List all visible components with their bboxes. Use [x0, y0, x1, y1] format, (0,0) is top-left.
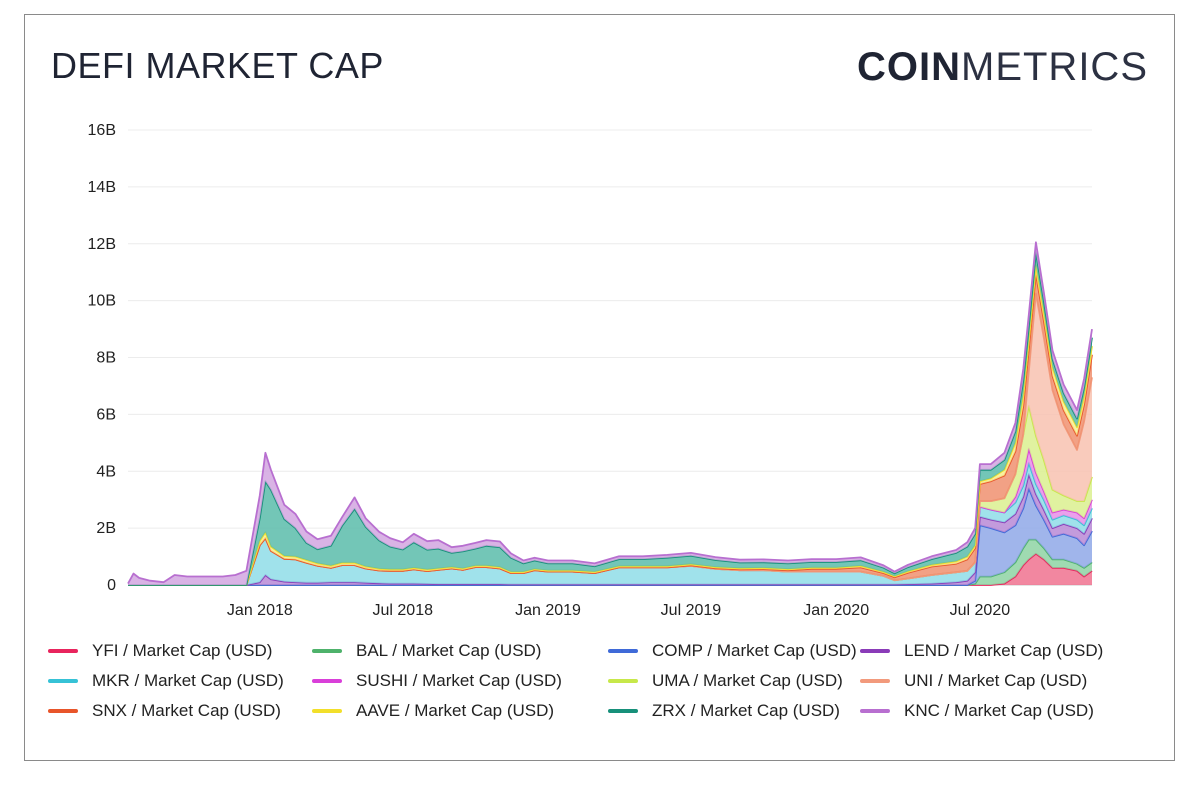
legend-label: SNX / Market Cap (USD) — [92, 701, 281, 720]
y-tick-label: 10B — [88, 293, 116, 310]
legend-swatch — [48, 709, 78, 713]
legend-swatch — [312, 649, 342, 653]
legend-item[interactable]: AAVE / Market Cap (USD) — [312, 701, 554, 721]
legend-label: ZRX / Market Cap (USD) — [652, 701, 840, 720]
legend-swatch — [48, 649, 78, 653]
legend-label: KNC / Market Cap (USD) — [904, 701, 1094, 720]
legend-swatch — [608, 649, 638, 653]
legend-item[interactable]: SNX / Market Cap (USD) — [48, 701, 281, 721]
legend-item[interactable]: UNI / Market Cap (USD) — [860, 671, 1087, 691]
legend-swatch — [608, 679, 638, 683]
legend-item[interactable]: SUSHI / Market Cap (USD) — [312, 671, 562, 691]
legend-label: BAL / Market Cap (USD) — [356, 641, 542, 660]
y-tick-label: 6B — [96, 406, 116, 423]
legend-label: UMA / Market Cap (USD) — [652, 671, 843, 690]
series-area-10 — [128, 252, 1092, 586]
legend-swatch — [312, 709, 342, 713]
legend-label: COMP / Market Cap (USD) — [652, 641, 857, 660]
legend-swatch — [608, 709, 638, 713]
legend-item[interactable]: BAL / Market Cap (USD) — [312, 641, 541, 661]
y-tick-label: 14B — [88, 179, 116, 196]
series-area-1 — [128, 539, 1092, 585]
y-tick-label: 4B — [96, 463, 116, 480]
legend-item[interactable]: MKR / Market Cap (USD) — [48, 671, 284, 691]
y-tick-label: 12B — [88, 236, 116, 253]
x-tick-label: Jan 2020 — [803, 602, 869, 619]
legend-label: AAVE / Market Cap (USD) — [356, 701, 555, 720]
chart-title: DEFI MARKET CAP — [51, 45, 384, 86]
legend-swatch — [860, 679, 890, 683]
legend-swatch — [860, 709, 890, 713]
legend-swatch — [48, 679, 78, 683]
x-tick-label: Jan 2018 — [227, 602, 293, 619]
legend-item[interactable]: ZRX / Market Cap (USD) — [608, 701, 840, 721]
y-tick-label: 8B — [96, 350, 116, 367]
legend-item[interactable]: LEND / Market Cap (USD) — [860, 641, 1103, 661]
legend-item[interactable]: YFI / Market Cap (USD) — [48, 641, 272, 661]
legend-item[interactable]: UMA / Market Cap (USD) — [608, 671, 843, 691]
legend-label: SUSHI / Market Cap (USD) — [356, 671, 562, 690]
y-tick-label: 16B — [88, 122, 116, 139]
legend-label: MKR / Market Cap (USD) — [92, 671, 284, 690]
brand-logo: COINMETRICS — [857, 45, 1148, 90]
legend-swatch — [860, 649, 890, 653]
x-tick-label: Jul 2020 — [950, 602, 1011, 619]
legend-label: LEND / Market Cap (USD) — [904, 641, 1104, 660]
stacked-area-chart: 0 2B 4B 6B 8B 10B 12B 14B 16B Jan 2018 Jul 2018 Jan… — [88, 122, 1093, 619]
y-tick-label: 2B — [96, 520, 116, 537]
legend-item[interactable]: KNC / Market Cap (USD) — [860, 701, 1094, 721]
legend-label: UNI / Market Cap (USD) — [904, 671, 1088, 690]
x-tick-label: Jul 2019 — [661, 602, 722, 619]
y-tick-label: 0 — [107, 577, 116, 594]
x-tick-label: Jan 2019 — [515, 602, 581, 619]
legend-item[interactable]: COMP / Market Cap (USD) — [608, 641, 857, 661]
brand-logo-bold: COIN — [857, 45, 961, 89]
legend-swatch — [312, 679, 342, 683]
legend-label: YFI / Market Cap (USD) — [92, 641, 273, 660]
series-line-11 — [127, 241, 1093, 585]
brand-logo-light: METRICS — [961, 45, 1148, 89]
x-tick-label: Jul 2018 — [373, 602, 434, 619]
chart-frame: DEFI MARKET CAP COINMETRICS — [24, 14, 1175, 761]
